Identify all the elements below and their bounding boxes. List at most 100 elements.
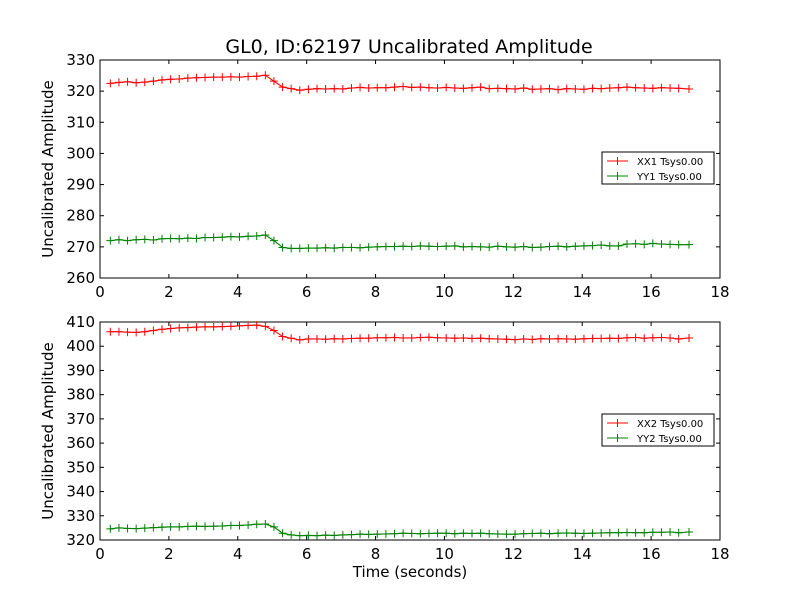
bottom-series-1-point: [502, 335, 511, 344]
bottom-series-2-point: [338, 530, 347, 539]
top-series-1-point: [364, 84, 373, 93]
top-series-2-point: [364, 243, 373, 252]
top-x-tick-label: 18: [710, 283, 729, 301]
top-series-2-point: [579, 241, 588, 250]
top-series-2-point: [623, 240, 631, 249]
bottom-series-1-point: [106, 327, 115, 336]
top-series-1-point: [614, 83, 623, 92]
bottom-series-1-point: [252, 321, 261, 330]
bottom-series-2-point: [356, 530, 365, 539]
bottom-series-1-point: [235, 321, 244, 330]
top-series-1-point: [554, 85, 563, 94]
bottom-y-tick-label: 340: [66, 483, 95, 501]
bottom-y-axis-label: Uncalibrated Amplitude: [39, 342, 57, 519]
bottom-series-2-point: [511, 530, 520, 539]
bottom-series-1-point: [450, 334, 459, 343]
top-series-2-point: [614, 241, 623, 250]
bottom-series-1-point: [433, 333, 442, 342]
bottom-series-1-point: [666, 333, 675, 342]
top-series-1-point: [519, 84, 528, 93]
top-series-2-point: [373, 242, 382, 251]
bottom-series-2-point: [433, 529, 442, 538]
top-series-1-point: [416, 83, 425, 92]
bottom-y-tick-label: 370: [66, 410, 95, 428]
bottom-series-2-point: [674, 528, 683, 537]
bottom-series-1-point: [493, 334, 502, 343]
top-series-1-point: [330, 84, 339, 93]
top-series-2-point: [562, 242, 571, 251]
bottom-series-1-point: [278, 332, 287, 341]
top-series-1-point: [562, 84, 571, 93]
top-series-1-point: [132, 78, 141, 87]
top-series-2-point: [347, 243, 356, 252]
bottom-series-2-point: [321, 531, 330, 540]
bottom-series-2-point: [493, 529, 502, 538]
bottom-series-2-point: [502, 530, 511, 539]
bottom-series-1-point: [597, 334, 606, 343]
bottom-series-2-point: [175, 522, 184, 531]
top-series-2-point: [519, 242, 528, 251]
top-y-axis-label: Uncalibrated Amplitude: [39, 80, 57, 257]
top-series-1-point: [502, 84, 511, 93]
bottom-series-2-point: [244, 520, 253, 529]
top-series-1-point: [235, 73, 244, 82]
bottom-series-1-point: [338, 334, 347, 343]
bottom-series-2-point: [614, 528, 623, 537]
top-series-1-point: [511, 84, 520, 93]
top-series-2-point: [554, 242, 563, 251]
top-legend-box: [601, 151, 715, 185]
bottom-series-1-point: [685, 333, 693, 342]
top-series-1-point: [450, 84, 459, 93]
top-series-2-point: [295, 244, 304, 253]
bottom-series-2-point: [528, 529, 537, 538]
top-series-2-point: [493, 242, 502, 251]
bottom-series-1-point: [209, 322, 218, 331]
bottom-series-1-point: [158, 325, 166, 334]
bottom-legend-label-1: XX2 Tsys0.00: [637, 419, 703, 430]
bottom-series-2-point: [623, 528, 631, 537]
bottom-series-2-point: [166, 522, 175, 531]
top-series-1-point: [579, 85, 588, 94]
top-series-1-point: [588, 84, 597, 93]
bottom-series-2-point: [158, 523, 166, 532]
top-series-2-point: [416, 241, 425, 250]
bottom-series-2-point: [640, 528, 649, 537]
top-series-2-point: [183, 234, 192, 243]
top-series-2-point: [545, 242, 554, 251]
top-series-2-point: [424, 242, 433, 251]
bottom-series-1-point: [579, 334, 588, 343]
top-series-2-point: [657, 240, 666, 249]
top-series-1-point: [528, 85, 537, 94]
bottom-plot-panel: 0 2 4 6 8 10 12 14 16 18 320 330 340 350 360 370 380 390 4…: [39, 313, 730, 581]
bottom-series-1-point: [554, 334, 563, 343]
bottom-series-2-point: [201, 522, 210, 531]
bottom-x-tick-label: 0: [95, 545, 105, 563]
top-series-1-point: [321, 84, 330, 93]
top-series-2-point: [235, 232, 244, 241]
bottom-series-1-point: [442, 333, 451, 342]
bottom-series-2-point: [424, 529, 433, 538]
bottom-series-2-point: [252, 520, 261, 529]
bottom-series-1-point: [399, 333, 408, 342]
top-series-1-point: [140, 78, 149, 87]
bottom-series-2-point: [685, 528, 693, 537]
bottom-series-1-point: [269, 326, 278, 335]
bottom-series-2-point: [571, 529, 580, 538]
top-series-1-point: [657, 83, 666, 92]
bottom-series-1-point: [588, 334, 597, 343]
bottom-series-2-point: [407, 529, 416, 538]
bottom-y-tick-label: 400: [66, 337, 95, 355]
bottom-series-1-point: [114, 327, 123, 336]
bottom-series-1-point: [261, 322, 270, 331]
bottom-series-2-point: [304, 531, 313, 540]
top-series-1-point: [468, 83, 476, 92]
top-series-2-point: [648, 239, 657, 248]
top-series-1-point: [390, 83, 399, 92]
top-series-2-point: [468, 242, 476, 251]
top-series-2-point: [226, 232, 235, 241]
top-series-1-point: [605, 84, 614, 93]
bottom-legend-box: [601, 413, 715, 447]
top-x-tick-label: 2: [164, 283, 174, 301]
bottom-series-1-point: [528, 335, 537, 344]
